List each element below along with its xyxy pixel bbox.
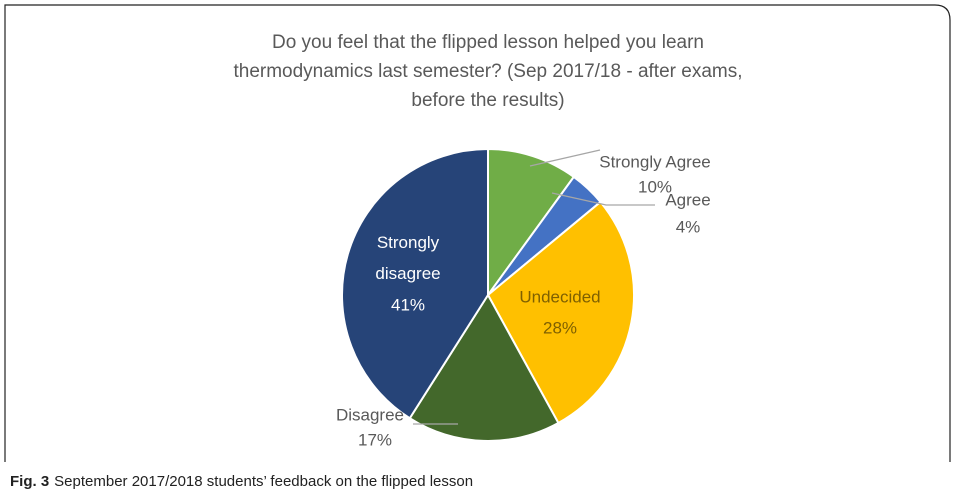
pie-slice — [341, 147, 489, 420]
value-label: 4% — [676, 217, 701, 236]
chart-title: before the results) — [411, 90, 564, 111]
value-label: 10% — [638, 177, 672, 196]
leader-line — [529, 149, 601, 167]
chart-title: Do you feel that the flipped lesson help… — [272, 32, 704, 53]
pie-slice — [408, 293, 560, 442]
category-label: Strongly Agree — [599, 152, 711, 171]
category-label: Undecided — [519, 287, 600, 306]
caption: Fig. 3 September 2017/2018 students’ feed… — [10, 473, 473, 490]
value-label: 17% — [358, 430, 392, 449]
caption-label: Fig. 3 — [10, 473, 49, 490]
figure-frame — [4, 4, 951, 462]
pie-slice — [486, 200, 635, 425]
value-label: 28% — [543, 318, 577, 337]
leader-line — [551, 192, 655, 206]
caption-text: September 2017/2018 students’ feedback o… — [54, 473, 473, 490]
value-label: 41% — [391, 295, 425, 314]
category-label: Disagree — [336, 405, 404, 424]
category-label: Agree — [665, 190, 710, 209]
chart-title: thermodynamics last semester? (Sep 2017/… — [233, 61, 742, 82]
category-label: Strongly disagree — [375, 233, 440, 283]
pie-slice — [487, 147, 576, 299]
